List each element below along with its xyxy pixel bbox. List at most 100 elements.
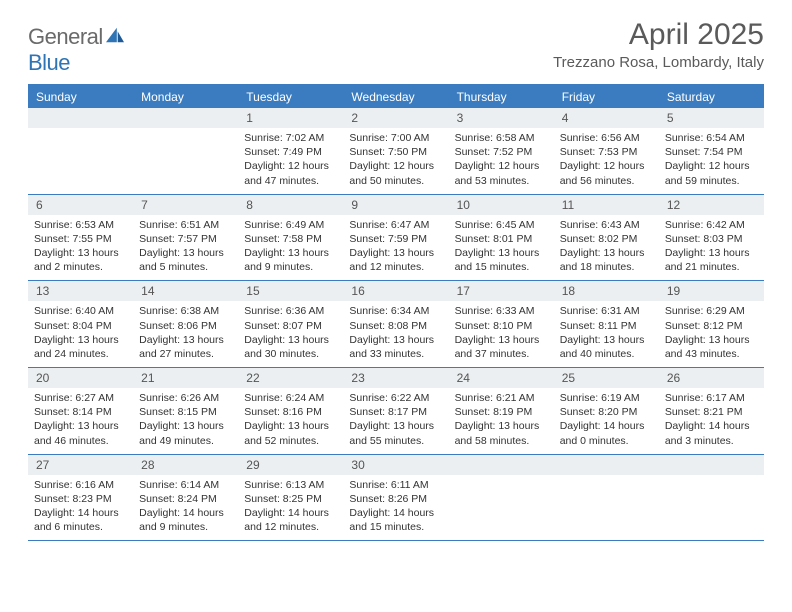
day-details: Sunrise: 6:40 AMSunset: 8:04 PMDaylight:…	[28, 301, 133, 367]
day-number: 26	[659, 368, 764, 388]
brand-logo: GeneralBlue	[28, 18, 126, 76]
day-details: Sunrise: 6:22 AMSunset: 8:17 PMDaylight:…	[343, 388, 448, 454]
week-row: 6Sunrise: 6:53 AMSunset: 7:55 PMDaylight…	[28, 195, 764, 282]
month-title: April 2025	[553, 18, 764, 52]
day-cell: 27Sunrise: 6:16 AMSunset: 8:23 PMDayligh…	[28, 455, 133, 541]
day-cell: 20Sunrise: 6:27 AMSunset: 8:14 PMDayligh…	[28, 368, 133, 454]
day-number: 16	[343, 281, 448, 301]
day-cell: 13Sunrise: 6:40 AMSunset: 8:04 PMDayligh…	[28, 281, 133, 367]
brand-part2: Blue	[28, 50, 70, 75]
day-details: Sunrise: 6:19 AMSunset: 8:20 PMDaylight:…	[554, 388, 659, 454]
day-number: .	[449, 455, 554, 475]
day-details: Sunrise: 6:13 AMSunset: 8:25 PMDaylight:…	[238, 475, 343, 541]
day-number: 15	[238, 281, 343, 301]
day-cell: 9Sunrise: 6:47 AMSunset: 7:59 PMDaylight…	[343, 195, 448, 281]
day-number: 25	[554, 368, 659, 388]
day-details: Sunrise: 6:27 AMSunset: 8:14 PMDaylight:…	[28, 388, 133, 454]
day-details: Sunrise: 6:47 AMSunset: 7:59 PMDaylight:…	[343, 215, 448, 281]
day-details: Sunrise: 6:38 AMSunset: 8:06 PMDaylight:…	[133, 301, 238, 367]
day-details: Sunrise: 6:21 AMSunset: 8:19 PMDaylight:…	[449, 388, 554, 454]
day-number: 8	[238, 195, 343, 215]
empty-cell: .	[554, 455, 659, 541]
day-details: Sunrise: 6:58 AMSunset: 7:52 PMDaylight:…	[449, 128, 554, 194]
calendar: SundayMondayTuesdayWednesdayThursdayFrid…	[28, 84, 764, 541]
header: GeneralBlue April 2025 Trezzano Rosa, Lo…	[28, 18, 764, 76]
day-details: Sunrise: 6:49 AMSunset: 7:58 PMDaylight:…	[238, 215, 343, 281]
day-details: Sunrise: 7:02 AMSunset: 7:49 PMDaylight:…	[238, 128, 343, 194]
day-cell: 28Sunrise: 6:14 AMSunset: 8:24 PMDayligh…	[133, 455, 238, 541]
day-cell: 26Sunrise: 6:17 AMSunset: 8:21 PMDayligh…	[659, 368, 764, 454]
day-cell: 22Sunrise: 6:24 AMSunset: 8:16 PMDayligh…	[238, 368, 343, 454]
day-details: Sunrise: 6:14 AMSunset: 8:24 PMDaylight:…	[133, 475, 238, 541]
day-number: 30	[343, 455, 448, 475]
day-number: .	[133, 108, 238, 128]
day-number: 12	[659, 195, 764, 215]
day-number: 13	[28, 281, 133, 301]
day-number: 21	[133, 368, 238, 388]
location: Trezzano Rosa, Lombardy, Italy	[553, 54, 764, 71]
day-cell: 15Sunrise: 6:36 AMSunset: 8:07 PMDayligh…	[238, 281, 343, 367]
dow-header: Saturday	[659, 86, 764, 108]
day-cell: 23Sunrise: 6:22 AMSunset: 8:17 PMDayligh…	[343, 368, 448, 454]
day-details	[554, 475, 659, 484]
day-cell: 24Sunrise: 6:21 AMSunset: 8:19 PMDayligh…	[449, 368, 554, 454]
dow-row: SundayMondayTuesdayWednesdayThursdayFrid…	[28, 86, 764, 108]
day-number: 17	[449, 281, 554, 301]
day-number: 3	[449, 108, 554, 128]
day-number: 11	[554, 195, 659, 215]
day-number: 10	[449, 195, 554, 215]
day-details: Sunrise: 6:33 AMSunset: 8:10 PMDaylight:…	[449, 301, 554, 367]
day-cell: 21Sunrise: 6:26 AMSunset: 8:15 PMDayligh…	[133, 368, 238, 454]
day-details: Sunrise: 7:00 AMSunset: 7:50 PMDaylight:…	[343, 128, 448, 194]
day-cell: 29Sunrise: 6:13 AMSunset: 8:25 PMDayligh…	[238, 455, 343, 541]
empty-cell: .	[449, 455, 554, 541]
day-details: Sunrise: 6:16 AMSunset: 8:23 PMDaylight:…	[28, 475, 133, 541]
day-details: Sunrise: 6:45 AMSunset: 8:01 PMDaylight:…	[449, 215, 554, 281]
dow-header: Tuesday	[238, 86, 343, 108]
dow-header: Sunday	[28, 86, 133, 108]
day-number: 7	[133, 195, 238, 215]
day-details	[449, 475, 554, 484]
day-number: 28	[133, 455, 238, 475]
day-details	[28, 128, 133, 137]
day-cell: 30Sunrise: 6:11 AMSunset: 8:26 PMDayligh…	[343, 455, 448, 541]
day-details: Sunrise: 6:31 AMSunset: 8:11 PMDaylight:…	[554, 301, 659, 367]
day-cell: 5Sunrise: 6:54 AMSunset: 7:54 PMDaylight…	[659, 108, 764, 194]
day-cell: 16Sunrise: 6:34 AMSunset: 8:08 PMDayligh…	[343, 281, 448, 367]
day-cell: 12Sunrise: 6:42 AMSunset: 8:03 PMDayligh…	[659, 195, 764, 281]
dow-header: Wednesday	[343, 86, 448, 108]
day-details: Sunrise: 6:34 AMSunset: 8:08 PMDaylight:…	[343, 301, 448, 367]
day-number: 22	[238, 368, 343, 388]
brand-text: GeneralBlue	[28, 24, 126, 76]
day-details: Sunrise: 6:54 AMSunset: 7:54 PMDaylight:…	[659, 128, 764, 194]
day-details: Sunrise: 6:42 AMSunset: 8:03 PMDaylight:…	[659, 215, 764, 281]
day-details: Sunrise: 6:53 AMSunset: 7:55 PMDaylight:…	[28, 215, 133, 281]
day-details	[659, 475, 764, 484]
day-cell: 17Sunrise: 6:33 AMSunset: 8:10 PMDayligh…	[449, 281, 554, 367]
day-cell: 2Sunrise: 7:00 AMSunset: 7:50 PMDaylight…	[343, 108, 448, 194]
day-number: 6	[28, 195, 133, 215]
day-cell: 6Sunrise: 6:53 AMSunset: 7:55 PMDaylight…	[28, 195, 133, 281]
day-number: 18	[554, 281, 659, 301]
dow-header: Thursday	[449, 86, 554, 108]
day-number: .	[659, 455, 764, 475]
day-cell: 19Sunrise: 6:29 AMSunset: 8:12 PMDayligh…	[659, 281, 764, 367]
dow-header: Monday	[133, 86, 238, 108]
empty-cell: .	[28, 108, 133, 194]
day-number: 2	[343, 108, 448, 128]
dow-header: Friday	[554, 86, 659, 108]
day-details: Sunrise: 6:51 AMSunset: 7:57 PMDaylight:…	[133, 215, 238, 281]
day-cell: 18Sunrise: 6:31 AMSunset: 8:11 PMDayligh…	[554, 281, 659, 367]
brand-part1: General	[28, 24, 103, 49]
day-number: 5	[659, 108, 764, 128]
day-details: Sunrise: 6:11 AMSunset: 8:26 PMDaylight:…	[343, 475, 448, 541]
title-block: April 2025 Trezzano Rosa, Lombardy, Ital…	[553, 18, 764, 71]
day-number: 29	[238, 455, 343, 475]
day-cell: 7Sunrise: 6:51 AMSunset: 7:57 PMDaylight…	[133, 195, 238, 281]
week-row: 27Sunrise: 6:16 AMSunset: 8:23 PMDayligh…	[28, 455, 764, 542]
day-number: 24	[449, 368, 554, 388]
day-cell: 8Sunrise: 6:49 AMSunset: 7:58 PMDaylight…	[238, 195, 343, 281]
day-number: .	[554, 455, 659, 475]
day-details: Sunrise: 6:24 AMSunset: 8:16 PMDaylight:…	[238, 388, 343, 454]
sail-icon	[104, 26, 126, 44]
